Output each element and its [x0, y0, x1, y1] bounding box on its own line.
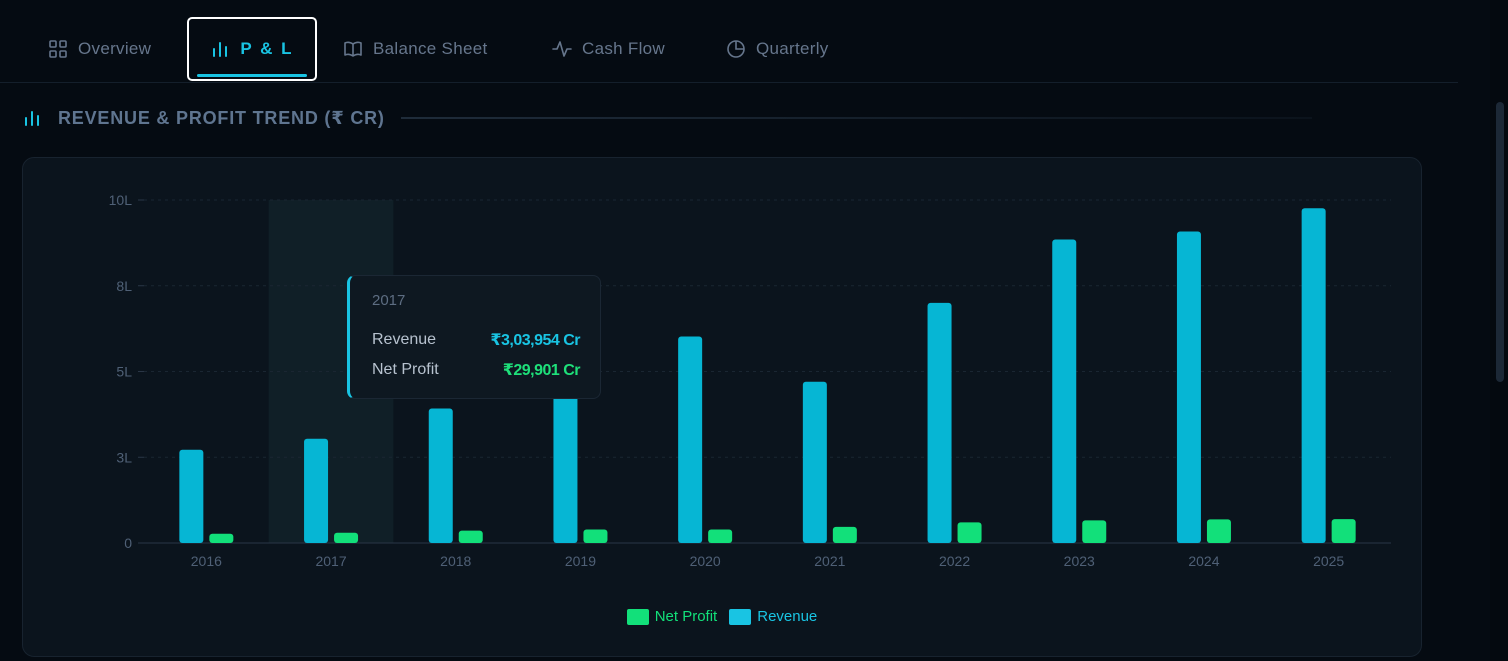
x-tick-label: 2019 [565, 553, 596, 569]
book-icon [344, 41, 362, 57]
tab-label: P & L [240, 39, 294, 58]
y-tick-label: 0 [124, 535, 132, 551]
bar-net-profit[interactable] [1331, 519, 1356, 543]
tab-label: Quarterly [756, 39, 829, 58]
legend-swatch-net-profit [626, 608, 649, 625]
bar-chart-icon [25, 111, 39, 126]
section-header: REVENUE & PROFIT TREND (₹ CR) [22, 104, 1312, 132]
tab-quarterly[interactable]: Quarterly [726, 17, 829, 81]
bar-net-profit[interactable] [209, 533, 234, 543]
tooltip-revenue-label: Revenue [372, 331, 437, 348]
tooltip-revenue-value: ₹3,03,954 Cr [490, 332, 580, 349]
x-tick-label: 2016 [191, 553, 222, 569]
tooltip-row-revenue: Revenue ₹3,03,954 Cr [372, 325, 580, 355]
bar-revenue[interactable] [428, 408, 453, 543]
chart-card: 0 3L 5L 8L 10L 2016 2017 2018 2019 2020 2021 2022 20… [22, 157, 1422, 657]
legend-item-revenue[interactable]: Revenue [729, 608, 817, 625]
pie-icon [727, 40, 745, 58]
y-tick-label: 10L [109, 192, 133, 208]
y-tick-label: 5L [116, 364, 132, 380]
x-tick-label: 2017 [315, 553, 346, 569]
tooltip-year: 2017 [372, 292, 406, 309]
bar-revenue[interactable] [553, 392, 578, 543]
chart-tooltip: 2017 Revenue ₹3,03,954 Cr Net Profit ₹29… [347, 275, 601, 399]
bar-net-profit[interactable] [458, 530, 483, 543]
bar-net-profit[interactable] [708, 529, 733, 543]
bar-revenue[interactable] [1052, 239, 1077, 543]
legend-label-net-profit: Net Profit [654, 608, 718, 625]
legend-item-net-profit[interactable]: Net Profit [626, 608, 718, 625]
x-tick-label: 2021 [814, 553, 845, 569]
x-tick-label: 2024 [1188, 553, 1219, 569]
bar-revenue[interactable] [678, 336, 703, 543]
section-divider [400, 117, 1312, 119]
scrollbar-thumb[interactable] [1496, 102, 1504, 382]
bar-revenue[interactable] [304, 438, 329, 543]
tab-cash-flow[interactable]: Cash Flow [552, 17, 665, 81]
bar-revenue[interactable] [179, 449, 204, 543]
tab-bar: Overview P & L Balance Sheet Cash Flow Q… [0, 0, 1458, 83]
x-tick-label: 2020 [690, 553, 721, 569]
bar-net-profit[interactable] [1206, 519, 1231, 543]
section-title: REVENUE & PROFIT TREND (₹ CR) [58, 107, 385, 128]
bar-net-profit[interactable] [583, 529, 608, 543]
revenue-profit-chart[interactable]: 0 3L 5L 8L 10L 2016 2017 2018 2019 2020 2021 2022 20… [23, 158, 1423, 598]
tab-balance-sheet[interactable]: Balance Sheet [343, 17, 487, 81]
bar-revenue[interactable] [802, 381, 827, 543]
bar-net-profit[interactable] [832, 526, 857, 543]
legend-label-revenue: Revenue [757, 608, 818, 625]
grid-icon [49, 40, 67, 58]
tooltip-row-net-profit: Net Profit ₹29,901 Cr [372, 355, 581, 385]
bar-revenue[interactable] [1301, 208, 1326, 543]
y-tick-label: 3L [116, 449, 132, 465]
bar-chart-icon [213, 42, 228, 57]
x-tick-label: 2025 [1313, 553, 1344, 569]
tab-label: Overview [78, 39, 152, 58]
x-tick-label: 2018 [440, 553, 471, 569]
tooltip-np-label: Net Profit [372, 361, 439, 378]
y-tick-label: 8L [116, 278, 132, 294]
tab-label: Balance Sheet [373, 39, 488, 58]
x-tick-label: 2023 [1064, 553, 1095, 569]
bar-revenue[interactable] [1176, 231, 1201, 543]
bar-net-profit[interactable] [334, 532, 359, 543]
tab-overview[interactable]: Overview [48, 17, 151, 81]
chart-legend: Net Profit Revenue [23, 608, 1421, 625]
bar-net-profit[interactable] [1082, 520, 1107, 543]
legend-swatch-revenue [729, 608, 752, 625]
tab-label: Cash Flow [582, 39, 666, 58]
pulse-icon [552, 41, 572, 57]
tooltip-np-value: ₹29,901 Cr [502, 362, 581, 379]
bar-revenue[interactable] [927, 302, 952, 543]
x-tick-label: 2022 [939, 553, 970, 569]
bar-net-profit[interactable] [957, 522, 982, 543]
tab-pl[interactable]: P & L [187, 17, 317, 81]
